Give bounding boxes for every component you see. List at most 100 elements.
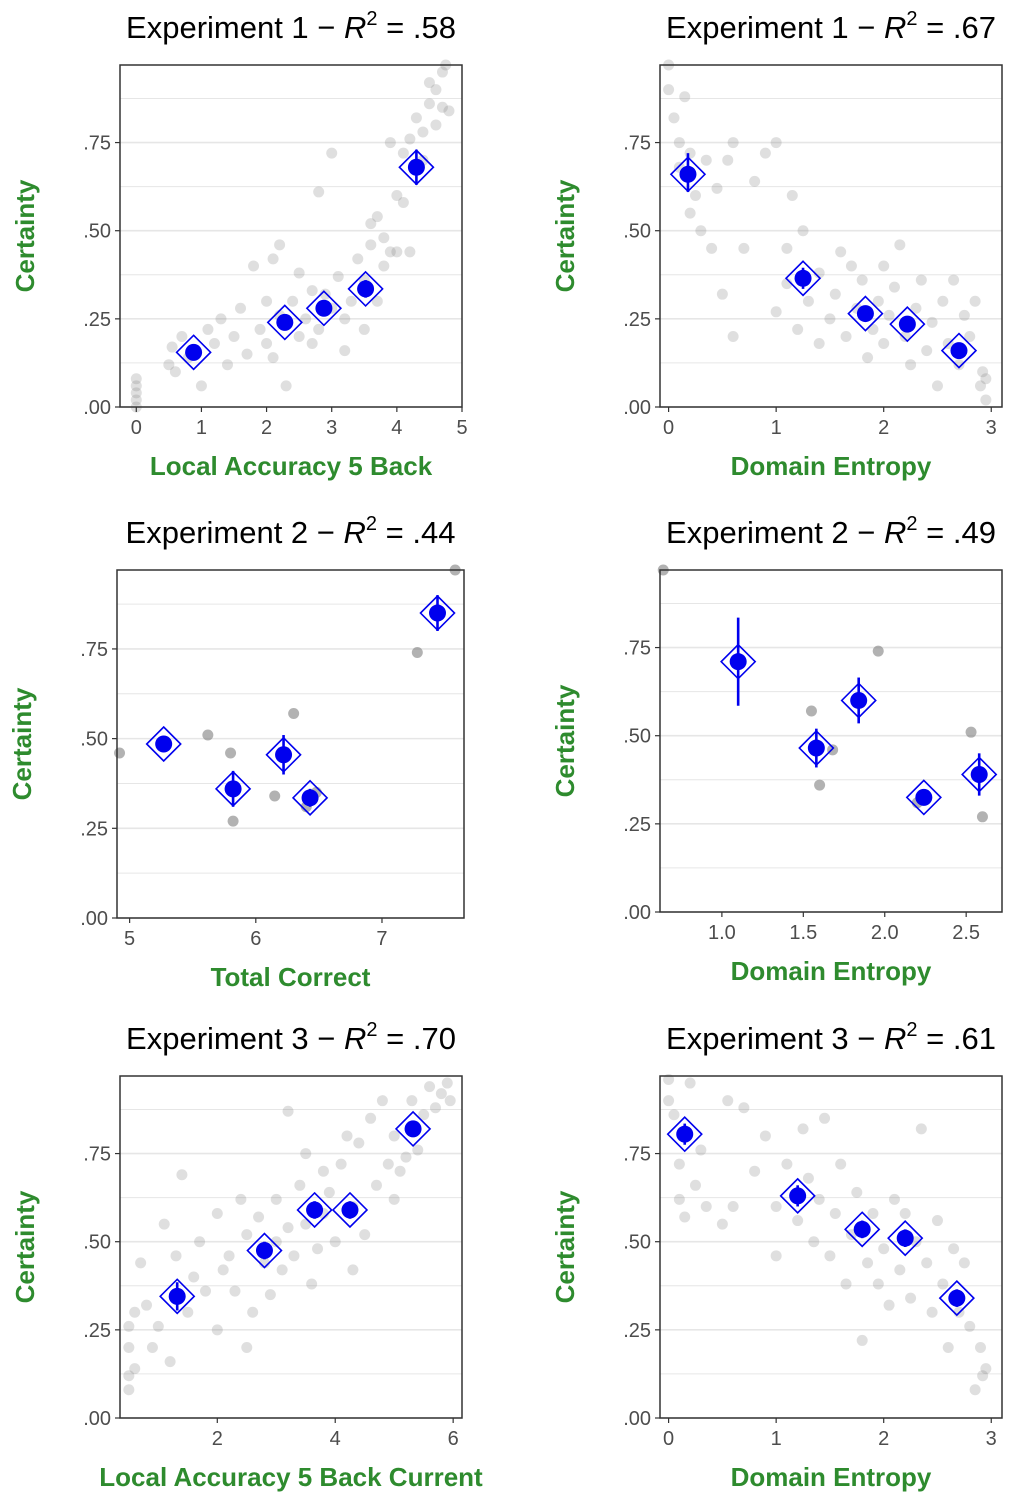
raw-data-point <box>130 387 142 399</box>
raw-data-point <box>129 1363 141 1375</box>
x-tick-label: 6 <box>448 1428 459 1450</box>
panel-title-prefix: Experiment 1 − <box>666 10 884 45</box>
raw-data-point <box>400 1151 412 1163</box>
y-tick-label: .00 <box>623 902 651 924</box>
raw-data-point <box>341 1130 353 1142</box>
raw-data-point <box>819 1112 831 1124</box>
mean-diamond-marker <box>296 1191 333 1229</box>
raw-data-point <box>378 232 390 244</box>
raw-data-point <box>942 1341 954 1353</box>
mean-point <box>729 653 747 671</box>
raw-data-point <box>948 274 960 286</box>
raw-data-point <box>217 1264 229 1276</box>
mean-point <box>676 1125 694 1143</box>
panel-title: Experiment 2 − R2 = .49 <box>666 513 996 550</box>
raw-data-point <box>770 1250 782 1262</box>
r-squared-symbol: R <box>884 10 906 45</box>
raw-data-point <box>176 330 188 342</box>
raw-data-point <box>225 747 237 759</box>
raw-data-point <box>716 1218 728 1230</box>
mean-point <box>853 1220 871 1238</box>
raw-data-point <box>241 1229 253 1241</box>
raw-data-point <box>410 112 422 124</box>
mean-point <box>679 165 697 183</box>
x-axis-label: Local Accuracy 5 Back <box>150 451 433 481</box>
x-tick-label: 4 <box>391 417 402 439</box>
raw-data-point <box>411 647 423 659</box>
y-tick-label: .00 <box>623 1408 651 1430</box>
raw-data-point <box>905 359 917 371</box>
mean-diamond-marker <box>779 1177 816 1215</box>
y-tick-label: .50 <box>80 729 108 751</box>
x-tick-label: 6 <box>250 928 261 950</box>
x-tick-label: 3 <box>326 417 337 439</box>
raw-data-point <box>862 352 874 364</box>
r-squared-superscript: 2 <box>366 1019 377 1041</box>
mean-point <box>915 788 933 806</box>
r-squared-value: = .58 <box>378 10 456 45</box>
raw-data-point <box>221 359 233 371</box>
raw-data-point <box>339 345 351 357</box>
raw-data-point <box>276 1264 288 1276</box>
raw-data-point <box>443 105 455 117</box>
mean-point <box>850 691 868 709</box>
raw-data-point <box>727 137 739 149</box>
raw-data-point <box>129 1306 141 1318</box>
raw-data-point <box>435 1088 447 1100</box>
raw-data-point <box>829 288 841 300</box>
raw-data-point <box>899 1208 911 1220</box>
panel-border <box>659 64 1003 408</box>
raw-data-point <box>856 274 868 286</box>
raw-data-point <box>689 1179 701 1191</box>
mean-point <box>255 1242 273 1260</box>
raw-data-point <box>749 1165 761 1177</box>
raw-data-point <box>910 302 922 314</box>
raw-data-point <box>287 295 299 307</box>
raw-data-point <box>228 330 240 342</box>
raw-data-point <box>845 260 857 272</box>
raw-data-point <box>679 1211 691 1223</box>
y-tick-label: .75 <box>623 638 651 660</box>
y-tick-label: .25 <box>80 818 108 840</box>
r-squared-superscript: 2 <box>906 513 917 535</box>
mean-point <box>276 313 294 331</box>
y-axis-label: Certainty <box>7 687 37 800</box>
raw-data-point <box>802 1172 814 1184</box>
r-squared-symbol: R <box>344 10 366 45</box>
raw-data-point <box>888 1193 900 1205</box>
raw-data-point <box>270 1193 282 1205</box>
mean-diamond-marker <box>666 1116 703 1153</box>
raw-data-point <box>770 306 782 318</box>
raw-data-point <box>953 359 965 371</box>
raw-data-point <box>444 1095 456 1107</box>
x-axis-label: Domain Entropy <box>731 451 932 481</box>
raw-data-point <box>253 1211 265 1223</box>
mean-point <box>896 1229 914 1247</box>
panel-title-prefix: Experiment 3 − <box>666 1021 884 1056</box>
raw-data-point <box>980 394 992 406</box>
panel-title-prefix: Experiment 2 − <box>666 515 884 550</box>
raw-data-point <box>977 366 989 378</box>
r-squared-value: = .61 <box>918 1021 996 1056</box>
raw-data-point <box>306 338 318 350</box>
raw-data-point <box>176 1169 188 1181</box>
raw-data-point <box>905 1292 917 1304</box>
raw-data-point <box>382 1158 394 1170</box>
raw-data-point <box>394 1165 406 1177</box>
raw-data-point <box>282 1105 294 1117</box>
raw-data-point <box>376 1095 388 1107</box>
raw-data-point <box>352 253 364 265</box>
raw-data-point <box>293 330 305 342</box>
y-tick-label: .50 <box>623 221 651 243</box>
raw-data-point <box>802 295 814 307</box>
y-axis-label: Certainty <box>10 1190 40 1303</box>
y-tick-label: .50 <box>623 726 651 748</box>
raw-data-point <box>313 323 325 335</box>
raw-data-point <box>915 274 927 286</box>
mean-diamond-marker <box>847 295 884 332</box>
raw-data-point <box>378 260 390 272</box>
y-tick-label: .25 <box>623 814 651 836</box>
raw-data-point <box>241 1341 253 1353</box>
raw-data-point <box>169 366 181 378</box>
